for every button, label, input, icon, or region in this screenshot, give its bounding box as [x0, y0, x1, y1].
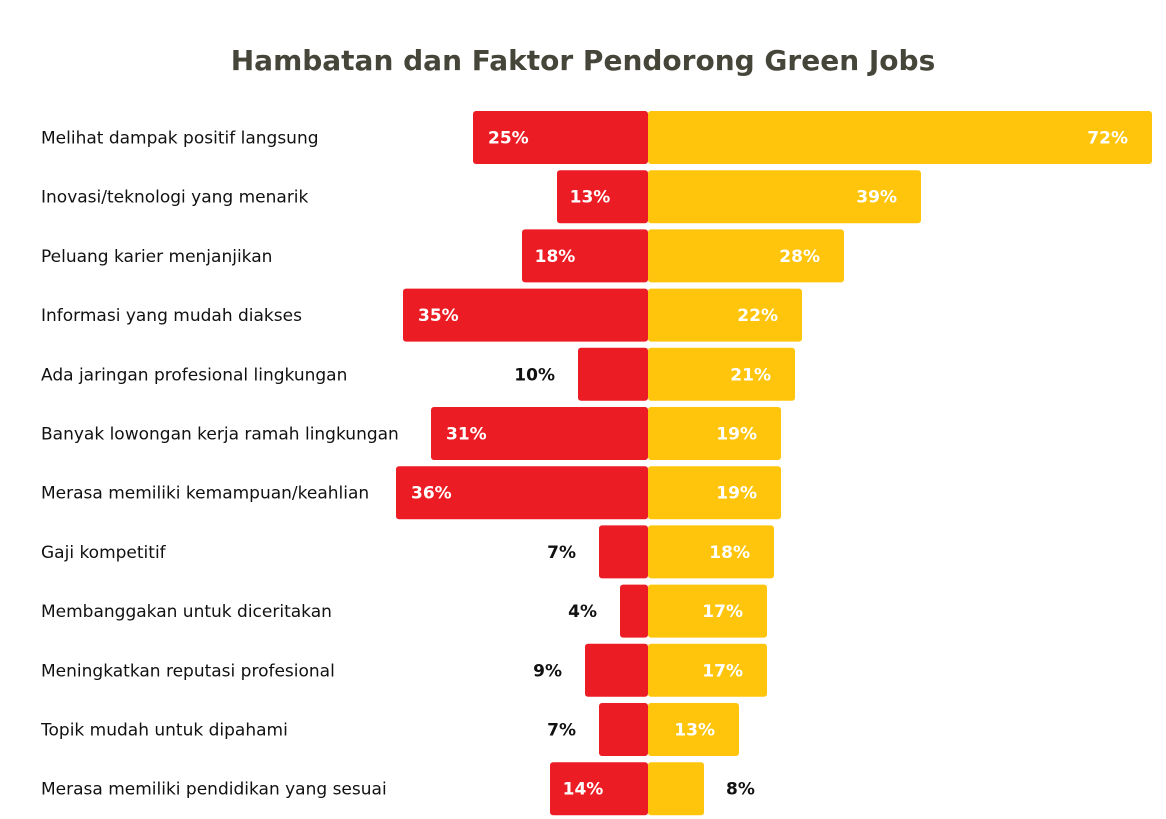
- category-label: Inovasi/teknologi yang menarik: [41, 188, 309, 208]
- category-label: Peluang karier menjanjikan: [41, 247, 272, 267]
- bar-left: [473, 111, 648, 164]
- data-label-right: 8%: [726, 780, 755, 800]
- data-label-left: 10%: [514, 365, 555, 385]
- category-label: Membanggakan untuk diceritakan: [41, 602, 332, 622]
- data-label-right: 17%: [702, 602, 743, 622]
- data-label-left: 35%: [418, 306, 459, 326]
- bar-left: [599, 525, 648, 579]
- bar-left: [396, 466, 648, 520]
- bar-right: [648, 703, 739, 756]
- data-label-right: 18%: [709, 543, 750, 563]
- category-label: Meningkatkan reputasi profesional: [41, 661, 335, 681]
- data-label-right: 19%: [716, 484, 757, 504]
- category-label: Informasi yang mudah diakses: [41, 306, 302, 326]
- data-label-right: 17%: [702, 661, 743, 681]
- data-label-left: 4%: [568, 602, 597, 622]
- bar-right: [648, 466, 781, 520]
- data-label-right: 13%: [674, 721, 715, 741]
- category-label: Gaji kompetitif: [41, 543, 167, 563]
- data-label-right: 19%: [716, 425, 757, 445]
- data-label-left: 36%: [411, 484, 452, 504]
- bar-right: [648, 643, 767, 697]
- bar-left: [620, 584, 648, 638]
- bar-left: [585, 643, 648, 697]
- data-label-left: 13%: [570, 188, 611, 208]
- bar-left: [557, 170, 648, 224]
- bar-left: [550, 762, 648, 816]
- data-label-right: 22%: [737, 306, 778, 326]
- data-label-left: 7%: [547, 543, 576, 563]
- bar-right: [648, 584, 767, 638]
- bar-left: [578, 347, 648, 401]
- bar-left: [403, 288, 648, 342]
- data-label-right: 72%: [1087, 129, 1128, 149]
- bar-right: [648, 229, 844, 283]
- chart-title: Hambatan dan Faktor Pendorong Green Jobs: [230, 44, 936, 77]
- category-label: Melihat dampak positif langsung: [41, 129, 319, 149]
- data-label-right: 21%: [730, 365, 771, 385]
- bar-right: [648, 288, 802, 342]
- bar-right: [648, 762, 704, 816]
- data-label-left: 18%: [535, 247, 576, 267]
- data-label-left: 25%: [488, 129, 529, 149]
- data-label-left: 31%: [446, 425, 487, 445]
- bar-left: [522, 229, 648, 283]
- category-label: Merasa memiliki kemampuan/keahlian: [41, 484, 369, 504]
- data-label-left: 9%: [533, 661, 562, 681]
- bar-left: [599, 703, 648, 756]
- bar-right: [648, 525, 774, 579]
- category-label: Ada jaringan profesional lingkungan: [41, 365, 347, 385]
- data-label-right: 28%: [779, 247, 820, 267]
- bar-right: [648, 407, 781, 460]
- category-label: Banyak lowongan kerja ramah lingkungan: [41, 425, 399, 445]
- category-label: Topik mudah untuk dipahami: [40, 721, 288, 741]
- data-label-right: 39%: [856, 188, 897, 208]
- bar-right: [648, 111, 1152, 164]
- category-label: Merasa memiliki pendidikan yang sesuai: [41, 780, 387, 800]
- bar-right: [648, 170, 921, 224]
- data-label-left: 7%: [547, 721, 576, 741]
- data-label-left: 14%: [563, 780, 604, 800]
- bar-right: [648, 347, 795, 401]
- bar-left: [431, 407, 648, 460]
